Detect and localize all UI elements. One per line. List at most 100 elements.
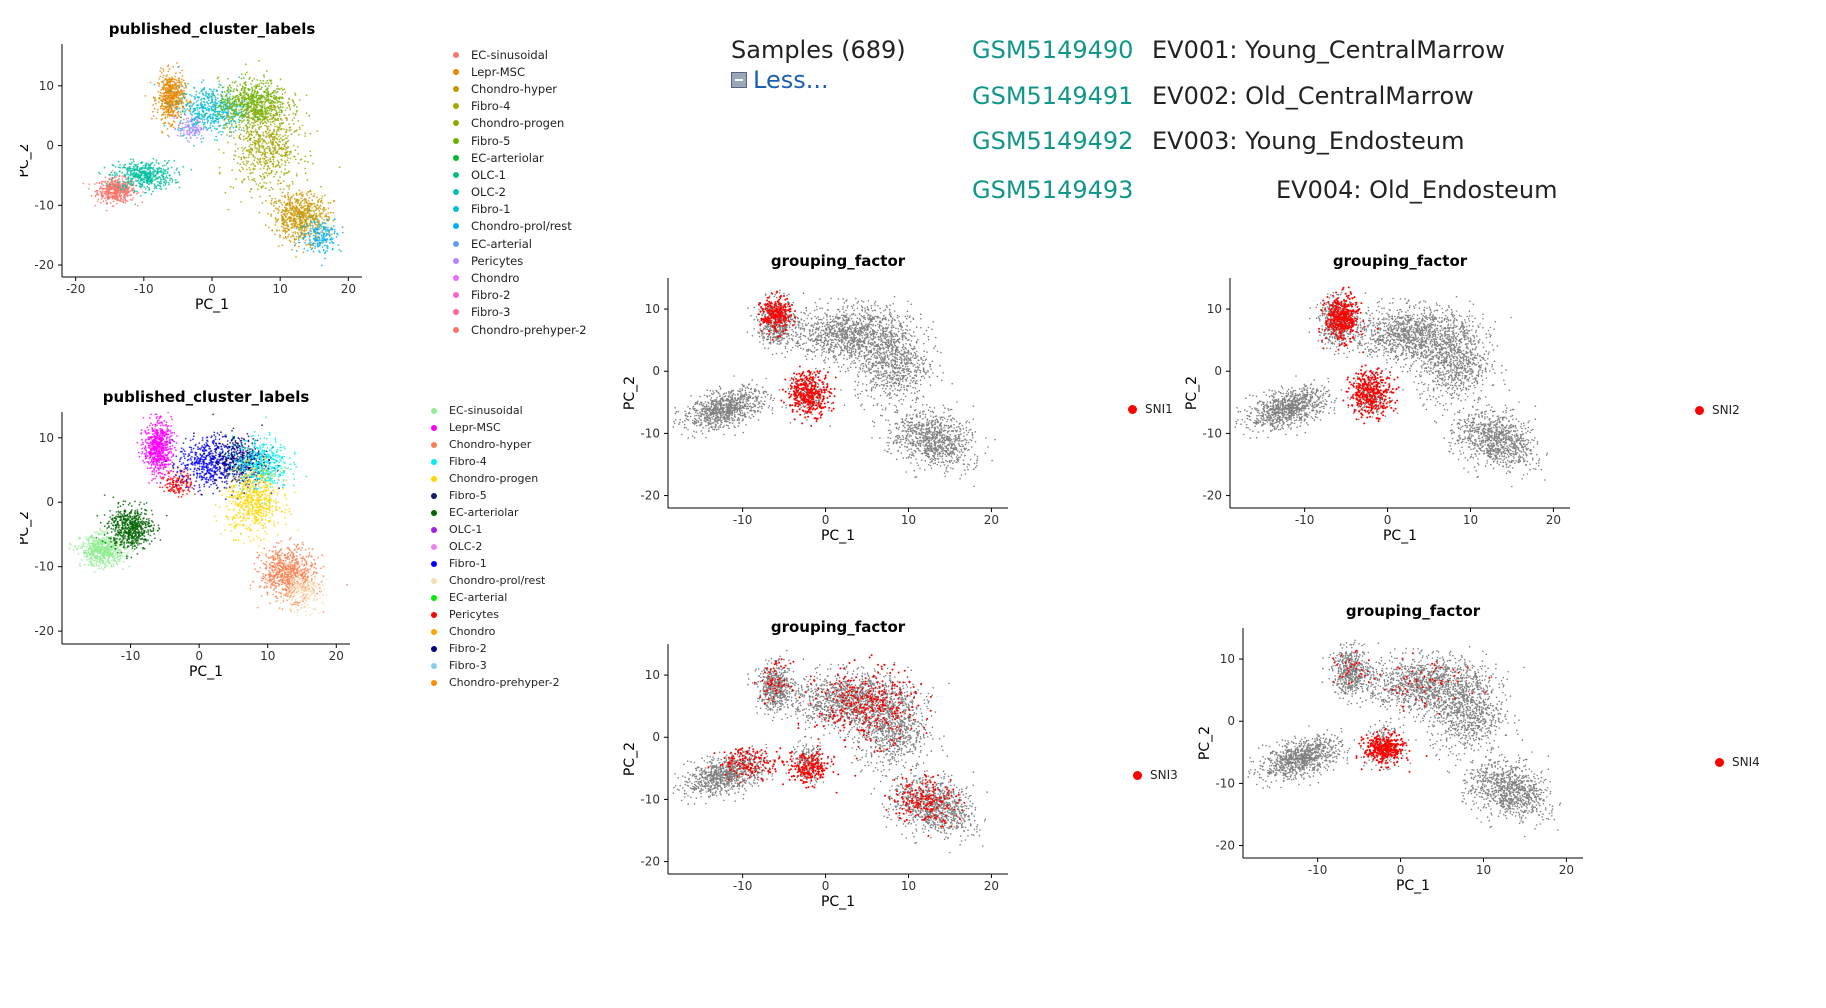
data-point <box>294 244 296 246</box>
data-point <box>260 111 263 114</box>
data-point <box>193 87 196 89</box>
data-point <box>304 214 307 217</box>
data-point <box>152 157 155 160</box>
data-point <box>110 565 113 568</box>
data-point <box>107 183 109 186</box>
data-point <box>222 98 224 101</box>
data-point <box>245 111 248 113</box>
data-point <box>299 218 302 221</box>
data-point <box>170 166 173 169</box>
data-point <box>222 113 224 116</box>
data-point <box>77 553 80 555</box>
data-point <box>243 103 245 106</box>
data-point <box>163 105 166 108</box>
data-point <box>280 109 283 112</box>
data-point <box>274 149 277 151</box>
data-point <box>249 109 252 112</box>
data-point <box>224 115 226 118</box>
data-point <box>197 113 199 116</box>
data-point <box>223 124 226 126</box>
data-point <box>283 214 286 217</box>
data-point <box>271 100 274 102</box>
data-point <box>153 172 155 174</box>
data-point <box>294 231 296 233</box>
data-point <box>252 167 255 170</box>
data-point <box>150 117 153 120</box>
data-point <box>273 108 276 111</box>
data-point <box>95 544 97 546</box>
data-point <box>303 234 305 237</box>
data-point <box>145 174 148 176</box>
data-point <box>251 121 253 124</box>
data-point <box>152 173 155 176</box>
data-point <box>179 135 182 137</box>
data-point <box>122 555 124 558</box>
data-point <box>160 178 163 181</box>
data-point <box>171 124 173 127</box>
data-point <box>114 179 117 182</box>
data-point <box>266 99 268 102</box>
data-point <box>276 85 279 88</box>
data-point <box>192 110 195 112</box>
data-point <box>296 194 298 197</box>
data-point <box>307 200 310 202</box>
legend-swatch <box>453 275 459 282</box>
data-point <box>256 161 259 164</box>
data-point <box>229 90 232 92</box>
data-point <box>265 187 267 190</box>
data-point <box>164 83 167 86</box>
data-point <box>226 134 228 136</box>
data-point <box>287 192 289 194</box>
data-point <box>321 221 324 224</box>
data-point <box>179 97 182 99</box>
data-point <box>226 122 229 125</box>
data-point <box>320 264 323 267</box>
data-point <box>233 88 236 90</box>
data-point <box>291 214 293 217</box>
data-point <box>274 89 276 92</box>
data-point <box>113 555 116 558</box>
data-point <box>314 235 317 238</box>
data-point <box>157 176 160 178</box>
data-point <box>273 133 275 136</box>
data-point <box>323 218 326 221</box>
data-point <box>207 120 209 123</box>
data-point <box>205 112 208 115</box>
data-point <box>274 233 276 236</box>
data-point <box>181 75 184 77</box>
data-point <box>110 564 113 566</box>
data-point <box>228 102 231 105</box>
data-point <box>318 205 321 208</box>
data-point <box>295 129 298 131</box>
data-point <box>163 95 166 98</box>
data-point <box>314 242 317 245</box>
x-tick-label: 0 <box>208 282 216 296</box>
data-point <box>284 151 287 154</box>
data-point <box>100 533 103 536</box>
data-point <box>126 194 129 197</box>
data-point <box>177 97 180 99</box>
data-point <box>227 110 230 112</box>
data-point <box>270 203 273 206</box>
data-point <box>209 124 212 126</box>
data-point <box>139 177 142 180</box>
data-point <box>244 137 247 140</box>
data-point <box>186 120 189 122</box>
data-point <box>154 186 157 188</box>
data-point <box>247 122 250 125</box>
data-point <box>178 107 181 110</box>
legend-label: Chondro-hyper <box>471 82 557 96</box>
data-point <box>183 82 186 85</box>
data-point <box>327 212 330 214</box>
data-point <box>118 170 121 173</box>
data-point <box>223 126 226 129</box>
data-point <box>256 94 259 97</box>
data-point <box>272 113 275 116</box>
data-point <box>100 195 103 198</box>
data-point <box>279 182 282 185</box>
data-point <box>117 199 120 202</box>
data-point <box>259 136 262 139</box>
data-point <box>256 157 259 160</box>
data-point <box>201 89 204 92</box>
data-point <box>158 97 160 100</box>
